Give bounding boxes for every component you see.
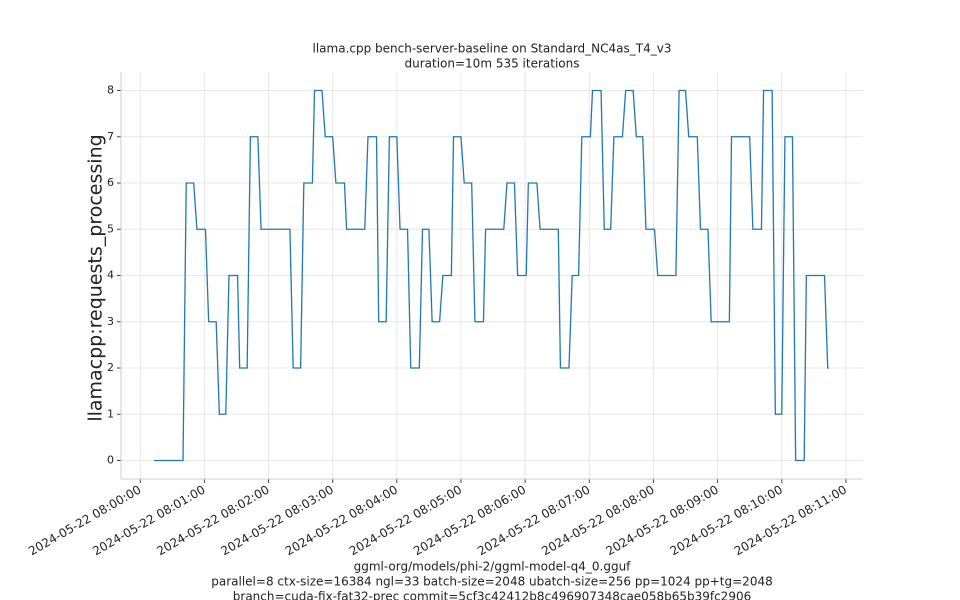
x-tick-label: 2024-05-22 08:00:00: [26, 483, 143, 559]
data-line: [154, 89, 829, 462]
y-tick-label: 7: [107, 130, 114, 143]
y-tick-label: 8: [107, 84, 114, 97]
x-tick-label: 2024-05-22 08:10:00: [668, 483, 785, 559]
y-tick-label: 3: [107, 315, 114, 328]
x-tick-label: 2024-05-22 08:02:00: [154, 483, 271, 559]
y-tick-label: 1: [107, 407, 114, 420]
x-axis-label: parallel=8 ctx-size=16384 ngl=33 batch-s…: [211, 575, 772, 589]
x-tick-label: 2024-05-22 08:01:00: [90, 483, 207, 559]
x-tick-label: 2024-05-22 08:03:00: [219, 483, 336, 559]
x-tick-label: 2024-05-22 08:11:00: [732, 483, 849, 559]
chart-subtitle: duration=10m 535 iterations: [405, 57, 580, 71]
y-tick-label: 0: [107, 454, 114, 467]
y-tick-label: 6: [107, 176, 114, 189]
chart-title: llama.cpp bench-server-baseline on Stand…: [313, 42, 672, 56]
x-tick-label: 2024-05-22 08:05:00: [347, 483, 464, 559]
x-tick-label: 2024-05-22 08:08:00: [539, 483, 656, 559]
x-tick-label: 2024-05-22 08:04:00: [283, 483, 400, 559]
y-axis-label: llamacpp:requests_processing: [85, 134, 107, 421]
x-tick-label: 2024-05-22 08:07:00: [475, 483, 592, 559]
y-tick-label: 2: [107, 361, 114, 374]
x-axis-label: ggml-org/models/phi-2/ggml-model-q4_0.gg…: [354, 560, 632, 574]
x-tick-label: 2024-05-22 08:09:00: [603, 483, 720, 559]
x-tick-label: 2024-05-22 08:06:00: [411, 483, 528, 559]
x-axis-label: branch=cuda-fix-fat32-prec commit=5cf3c4…: [233, 590, 751, 600]
y-tick-label: 4: [107, 269, 114, 282]
y-tick-label: 5: [107, 222, 114, 235]
